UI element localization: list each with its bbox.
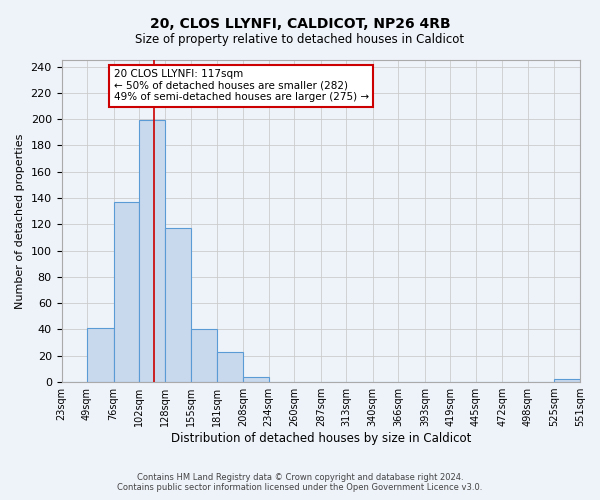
Text: Contains HM Land Registry data © Crown copyright and database right 2024.
Contai: Contains HM Land Registry data © Crown c… [118,473,482,492]
Bar [217,352,243,382]
Bar [139,120,164,382]
X-axis label: Distribution of detached houses by size in Caldicot: Distribution of detached houses by size … [170,432,471,445]
Text: Size of property relative to detached houses in Caldicot: Size of property relative to detached ho… [136,32,464,46]
Bar [87,328,113,382]
Bar [191,330,217,382]
Bar [113,202,139,382]
Bar [243,377,269,382]
Text: 20, CLOS LLYNFI, CALDICOT, NP26 4RB: 20, CLOS LLYNFI, CALDICOT, NP26 4RB [149,18,451,32]
Text: 20 CLOS LLYNFI: 117sqm
← 50% of detached houses are smaller (282)
49% of semi-de: 20 CLOS LLYNFI: 117sqm ← 50% of detached… [113,69,368,102]
Y-axis label: Number of detached properties: Number of detached properties [15,134,25,308]
Bar [554,380,580,382]
Bar [164,228,191,382]
